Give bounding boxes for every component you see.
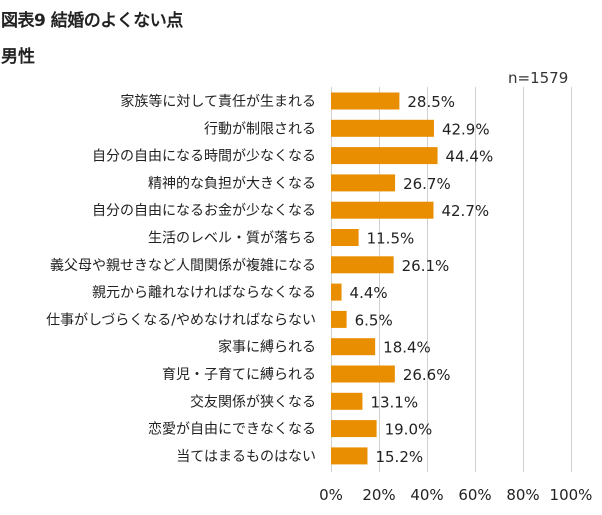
value-label: 26.1% <box>402 257 450 275</box>
value-label: 11.5% <box>367 230 415 248</box>
chart-title: 図表9 結婚のよくない点 <box>1 11 183 31</box>
category-label: 精神的な負担が大きくなる <box>148 176 316 192</box>
value-label: 15.2% <box>375 448 423 466</box>
x-tick-label: 40% <box>410 486 443 504</box>
bar <box>331 119 434 137</box>
sample-size-label: n=1579 <box>508 69 569 87</box>
bar <box>331 256 394 274</box>
category-labels: 家族等に対して責任が生まれる行動が制限される自分の自由になる時間が少なくなる精神… <box>46 93 316 465</box>
category-label: 当てはまるものはない <box>176 449 316 465</box>
bar <box>331 147 438 165</box>
value-label: 6.5% <box>355 311 393 329</box>
bar <box>331 392 363 410</box>
value-label: 13.1% <box>370 393 418 411</box>
value-label: 42.9% <box>442 120 490 138</box>
category-label: 自分の自由になる時間が少なくなる <box>92 149 316 165</box>
bar <box>331 365 395 383</box>
bar <box>331 338 376 356</box>
category-label: 義父母や親せきなど人間関係が複雑になる <box>50 257 316 274</box>
category-label: 交友関係が狭くなる <box>190 393 316 410</box>
category-label: 自分の自由になるお金が少なくなる <box>92 203 316 219</box>
bars <box>331 92 438 465</box>
category-label: 恋愛が自由にできなくなる <box>148 421 316 438</box>
category-label: 生活のレベル・質が落ちる <box>148 231 316 247</box>
bar <box>331 447 368 465</box>
chart-subtitle: 男性 <box>1 47 35 67</box>
category-label: 仕事がしづらくなる/やめなければならない <box>46 312 316 328</box>
category-label: 家事に縛られる <box>218 339 316 356</box>
value-label: 4.4% <box>350 284 388 302</box>
bar <box>331 92 400 110</box>
x-axis-ticks: 0% 20% 40% 60% 80% 100% <box>319 486 592 504</box>
x-tick-label: 60% <box>458 486 491 504</box>
value-label: 26.6% <box>403 366 451 384</box>
x-tick-label: 100% <box>550 486 593 504</box>
bar <box>331 283 342 301</box>
value-label: 44.4% <box>446 148 494 166</box>
value-label: 18.4% <box>383 339 431 357</box>
x-tick-label: 20% <box>362 486 395 504</box>
category-label: 親元から離れなければならなくなる <box>92 284 316 301</box>
x-tick-label: 0% <box>319 486 343 504</box>
value-label: 19.0% <box>385 421 433 439</box>
bar <box>331 174 396 192</box>
value-label: 28.5% <box>407 93 455 111</box>
x-tick-label: 80% <box>506 486 539 504</box>
bar <box>331 420 377 438</box>
category-label: 家族等に対して責任が生まれる <box>120 93 316 110</box>
bar <box>331 201 434 219</box>
value-label: 42.7% <box>441 202 489 220</box>
gridlines <box>331 87 572 472</box>
category-label: 行動が制限される <box>204 121 316 137</box>
value-labels: 28.5% 42.9% 44.4% 26.7% 42.7% 11.5% 26.1% 4.4% 6… <box>350 93 494 466</box>
value-label: 26.7% <box>403 175 451 193</box>
category-label: 育児・子育てに縛られる <box>162 366 316 383</box>
bar <box>331 310 347 328</box>
bar <box>331 229 359 246</box>
